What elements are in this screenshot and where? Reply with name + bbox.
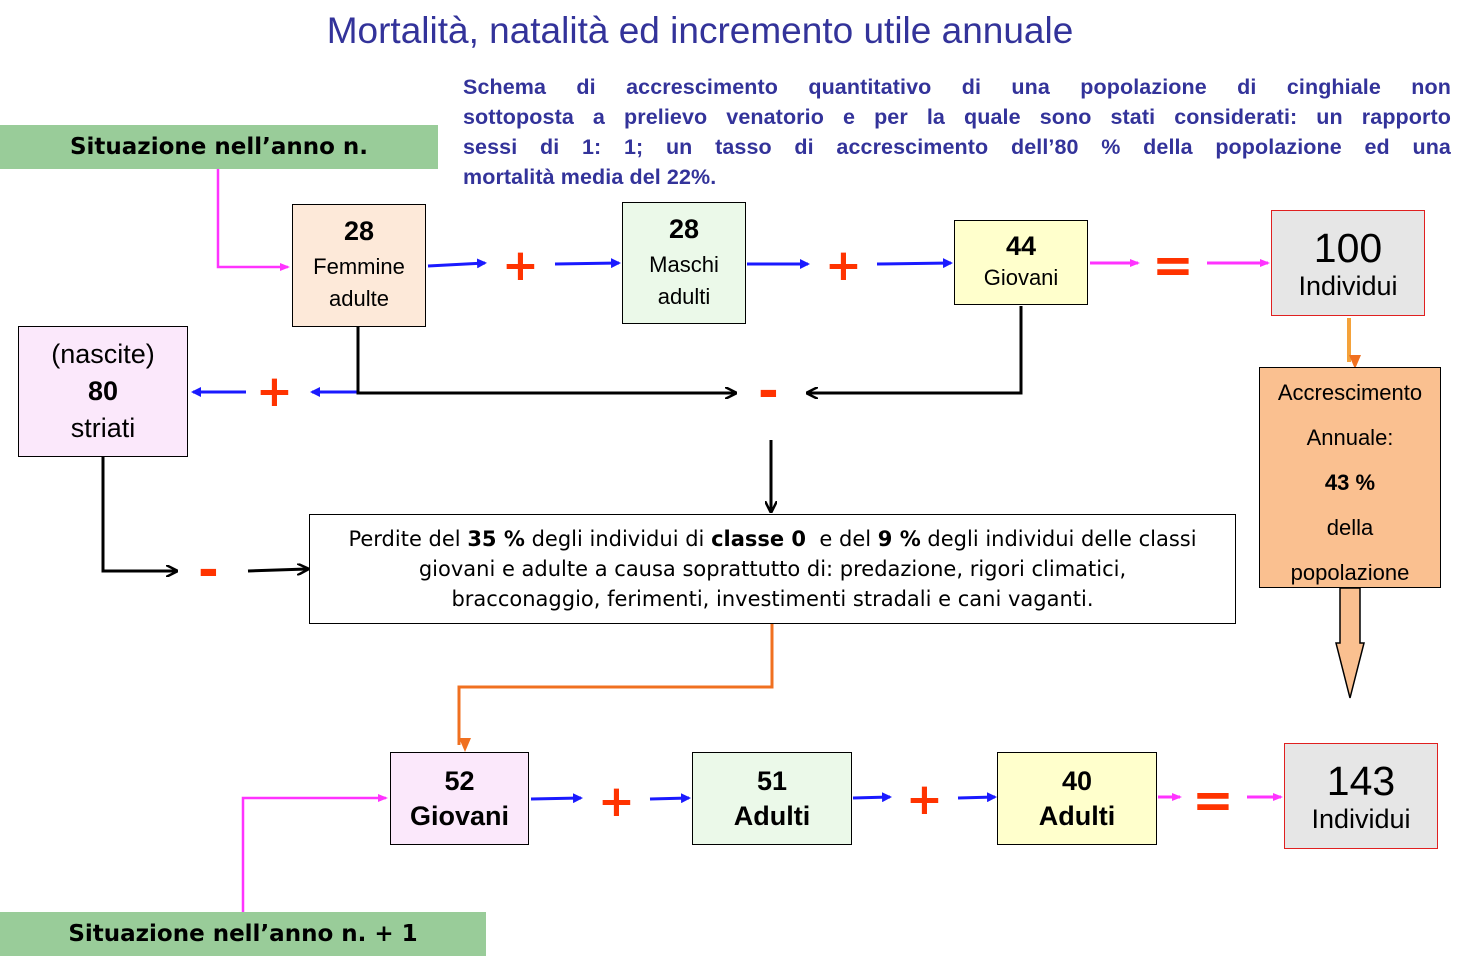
males-value: 28	[668, 213, 700, 244]
losses-line-3: bracconaggio, ferimenti, investimenti st…	[451, 587, 1094, 611]
adults-b-value: 40	[1061, 765, 1093, 796]
arrow-7	[530, 793, 583, 804]
description: Schema di accrescimento quantitativo di …	[463, 72, 1451, 192]
arrow-9	[852, 792, 892, 803]
operator-minus: -	[198, 541, 219, 599]
box-adults-a: 51 Adulti	[692, 752, 852, 845]
losses-bold: 9 %	[877, 527, 921, 551]
description-line: Schema di accrescimento quantitativo di …	[463, 75, 1451, 99]
young-value: 44	[1005, 231, 1037, 261]
total-n1-label: Individui	[1311, 803, 1411, 834]
females-label-1: Femmine	[313, 254, 405, 279]
losses-bold: 35 %	[467, 527, 525, 551]
operator-plus: +	[502, 240, 539, 291]
growth-line-1: Accrescimento	[1277, 380, 1423, 405]
adults-a-value: 51	[756, 765, 788, 796]
connector-year-n	[216, 168, 290, 271]
box-females: 28 Femmine adulte	[292, 204, 426, 327]
operator-equals: =	[1152, 236, 1194, 294]
growth-value: 43 %	[1324, 470, 1376, 495]
box-total-n1: 143 Individui	[1284, 743, 1438, 849]
page-title: Mortalità, natalità ed incremento utile …	[326, 10, 1074, 51]
growth-line-4: della	[1326, 515, 1374, 540]
line-females-to-minus	[356, 327, 735, 393]
line-losses-to-young	[457, 624, 774, 752]
adults-a-label: Adulti	[733, 800, 811, 831]
losses-text: degli individui di	[524, 527, 712, 551]
connector-year-n1	[241, 794, 388, 912]
box-births: (nascite) 80 striati	[18, 326, 188, 457]
births-value: 80	[87, 376, 119, 406]
growth-down-arrow	[1335, 587, 1365, 699]
males-label-1: Maschi	[649, 251, 719, 277]
births-line-3: striati	[70, 413, 136, 443]
operator-equals: =	[1192, 771, 1234, 829]
losses-line-1: Perdite del 35 % degli individui di clas…	[348, 524, 1196, 554]
total-n-label: Individui	[1298, 270, 1398, 301]
operator-plus: +	[906, 774, 943, 825]
young-label: Giovani	[983, 265, 1059, 290]
box-losses: Perdite del 35 % degli individui di clas…	[309, 514, 1236, 624]
losses-bold: classe 0	[711, 527, 807, 551]
arrow-8	[649, 793, 691, 804]
losses-text: degli individui delle classi	[920, 527, 1197, 551]
losses-text: e del	[806, 527, 878, 551]
banner-year-n1: Situazione nell’anno n. + 1	[0, 912, 486, 956]
banner-year-n: Situazione nell’anno n.	[0, 125, 438, 169]
arrow-1	[427, 258, 487, 269]
growth-line-5: popolazione	[1290, 560, 1410, 585]
arrow-2	[554, 258, 621, 269]
females-label-2: adulte	[329, 286, 389, 311]
box-young: 44 Giovani	[954, 220, 1088, 305]
operator-minus: -	[758, 362, 779, 420]
females-value: 28	[343, 216, 375, 246]
losses-text: Perdite del	[348, 527, 468, 551]
growth-line-2: Annuale:	[1306, 425, 1394, 450]
box-growth: Accrescimento Annuale: 43 % della popola…	[1259, 367, 1441, 588]
line-minus-to-losses-left	[247, 569, 307, 571]
males-label-2: adulti	[657, 283, 711, 309]
box-males: 28 Maschi adulti	[622, 202, 746, 324]
arrow-4	[876, 258, 953, 269]
line-births-down	[101, 457, 176, 571]
box-adults-b: 40 Adulti	[997, 752, 1157, 845]
young-n1-label: Giovani	[409, 800, 510, 831]
arrow-10	[957, 792, 997, 803]
total-n1-value: 143	[1326, 757, 1396, 804]
box-young-n1: 52 Giovani	[390, 752, 529, 845]
line-young-to-minus	[808, 306, 1023, 393]
description-line: sessi di 1: 1; un tasso di accrescimento…	[463, 135, 1451, 159]
operator-plus: +	[598, 776, 635, 827]
box-total-n: 100 Individui	[1271, 210, 1425, 316]
description-line: sottoposta a prelievo venatorio e per la…	[463, 105, 1451, 129]
young-n1-value: 52	[444, 765, 475, 796]
operator-plus: +	[825, 240, 862, 291]
description-line: mortalità media del 22%.	[463, 165, 717, 189]
losses-line-2: giovani e adulte a causa soprattutto di:…	[418, 557, 1127, 581]
operator-plus: +	[256, 366, 293, 417]
births-line-1: (nascite)	[51, 339, 155, 369]
adults-b-label: Adulti	[1038, 800, 1116, 831]
total-n-value: 100	[1313, 224, 1383, 271]
